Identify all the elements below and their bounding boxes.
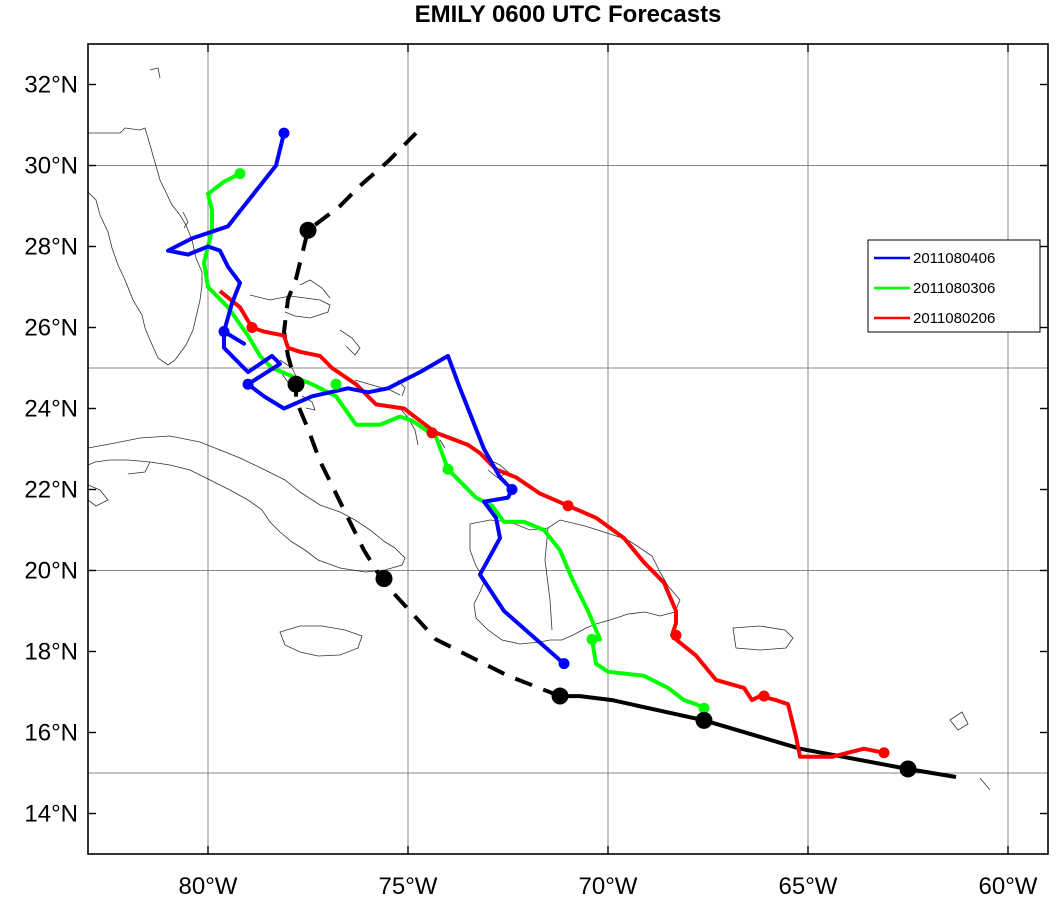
marker-best-track: [551, 687, 569, 705]
x-tick-label: 60°W: [979, 873, 1038, 900]
marker-2011080206: [878, 747, 890, 759]
y-tick-label: 30°N: [24, 153, 78, 180]
marker-2011080306: [234, 168, 246, 180]
y-tick-label: 26°N: [24, 315, 78, 342]
marker-2011080206: [246, 322, 258, 333]
marker-best-track: [695, 711, 713, 729]
marker-2011080406: [218, 326, 230, 338]
coastlines: [88, 67, 991, 791]
legend: 2011080406 2011080306 2011080206: [867, 239, 1041, 333]
marker-best-track: [299, 221, 317, 239]
legend-label: 2011080406: [913, 250, 995, 267]
x-tick-label: 75°W: [379, 873, 438, 900]
plot-frame: [87, 43, 1049, 855]
marker-2011080406: [558, 658, 570, 670]
marker-2011080406: [278, 127, 290, 139]
marker-2011080406: [242, 378, 254, 390]
track-best-track-solid: [560, 694, 957, 779]
cuba-coastline: [88, 435, 406, 573]
puerto-rico-coastline: [732, 625, 794, 651]
marker-2011080306: [442, 463, 454, 475]
track-2011080406: [166, 132, 566, 666]
track-2011080306: [202, 171, 705, 710]
marker-2011080206: [670, 629, 682, 641]
forecast-tracks: [166, 127, 957, 779]
marker-best-track: [899, 760, 917, 778]
marker-2011080206: [562, 500, 574, 512]
y-tick-label: 16°N: [24, 720, 78, 747]
y-tick-label: 22°N: [24, 477, 78, 504]
hispaniola-coastline: [469, 519, 681, 645]
x-tick-label: 70°W: [579, 873, 638, 900]
marker-best-track: [375, 570, 393, 588]
bahamas-islands: [249, 294, 331, 319]
track-best-track-dashed: [281, 131, 561, 698]
marker-best-track: [287, 375, 305, 393]
map-title: EMILY 0600 UTC Forecasts: [415, 1, 722, 28]
marker-2011080306: [586, 633, 598, 645]
legend-box: [867, 239, 1041, 333]
marker-2011080206: [758, 690, 770, 702]
axis-ticks: 80°W 75°W 70°W 65°W 60°W 14°N 16°N 18°N 20°N 22°N…: [24, 44, 1048, 900]
marker-2011080306: [330, 378, 342, 390]
track-2011080206: [218, 289, 885, 759]
y-tick-label: 28°N: [24, 234, 78, 261]
marker-2011080206: [426, 427, 438, 439]
y-tick-label: 20°N: [24, 558, 78, 585]
marker-2011080406: [506, 484, 518, 495]
legend-label: 2011080206: [913, 310, 995, 327]
florida-coastline: [88, 127, 203, 366]
y-tick-label: 24°N: [24, 396, 78, 423]
marker-2011080306: [698, 702, 710, 714]
legend-label: 2011080306: [913, 280, 995, 297]
x-tick-label: 80°W: [179, 873, 238, 900]
x-tick-label: 65°W: [779, 873, 838, 900]
y-tick-label: 18°N: [24, 639, 78, 666]
lat-lon-grid: [88, 44, 1048, 854]
y-tick-label: 32°N: [24, 72, 78, 99]
jamaica-coastline: [279, 625, 363, 657]
y-tick-label: 14°N: [24, 801, 78, 828]
